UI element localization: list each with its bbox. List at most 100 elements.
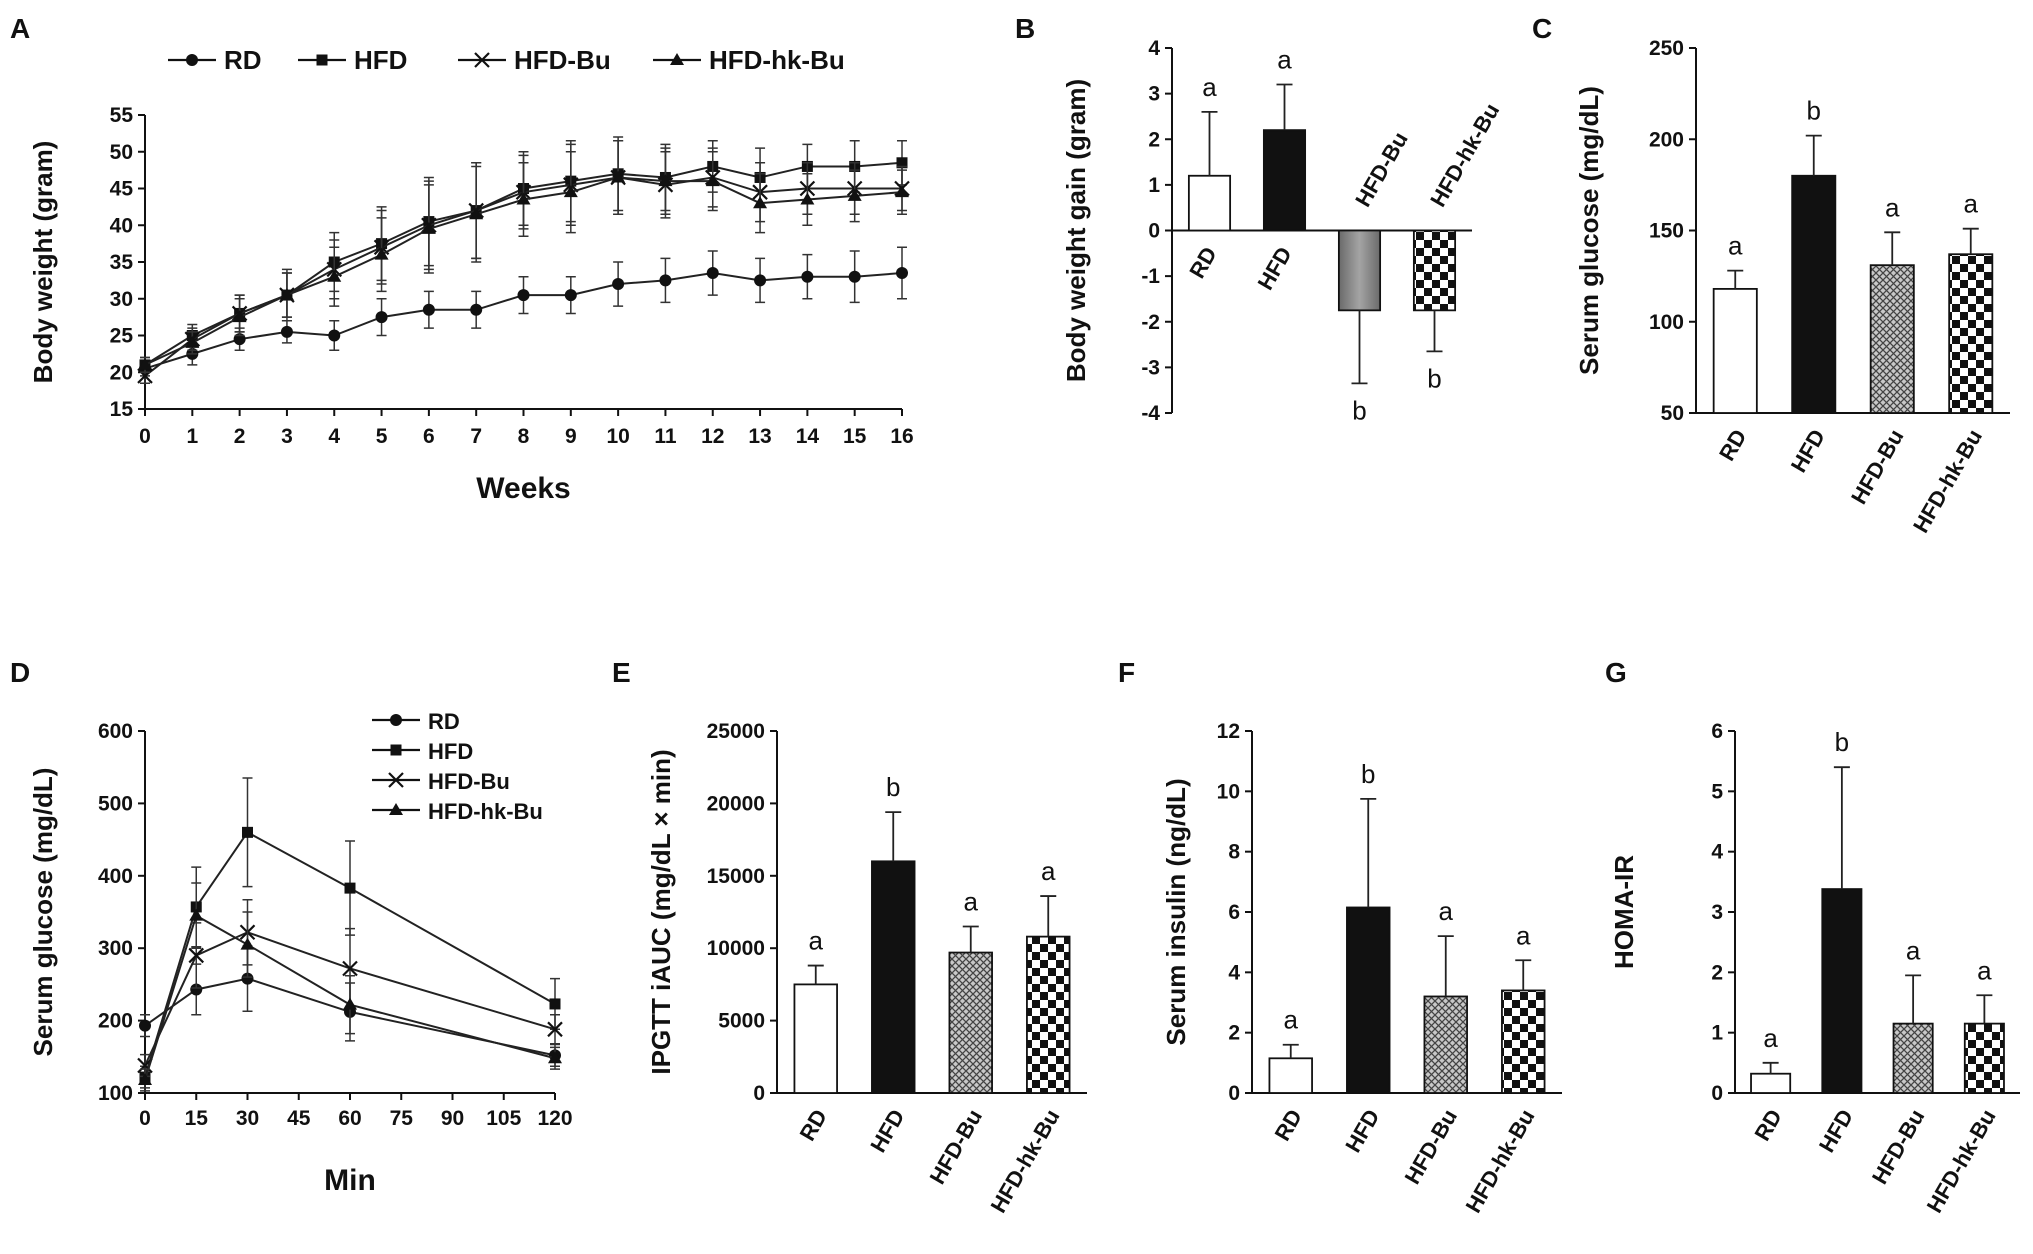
panel-d-x-tick-label: 75 xyxy=(390,1107,414,1130)
panel-b-y-tick-label: -4 xyxy=(1141,402,1160,425)
panel-c-sig-letter-hfd-bu: a xyxy=(1885,192,1900,222)
panel-a-x-tick-label: 5 xyxy=(376,425,388,448)
panel-d-ipgtt-chart: 100 200 300 400 500 600 Serum glucose (mg/dL) 0… xyxy=(28,709,573,1197)
panel-f-sig-letter-hfd: b xyxy=(1361,759,1375,789)
panel-g-category-label-hfd: HFD xyxy=(1814,1105,1858,1157)
panel-f-y-tick-label: 6 xyxy=(1228,901,1240,924)
panel-c-error-bar-rd xyxy=(1727,269,1744,289)
panel-c-y-tick-label: 150 xyxy=(1649,220,1684,243)
panel-a-x-tick-label: 13 xyxy=(748,425,771,448)
panel-a-y-tick-label: 45 xyxy=(110,178,134,201)
panel-f-y-tick-label: 2 xyxy=(1228,1022,1240,1045)
panel-a-series-hfd-hk-bu-point xyxy=(185,335,200,348)
panel-g-y-tick-label: 2 xyxy=(1711,961,1723,984)
panel-g-bar-rd xyxy=(1750,1072,1792,1094)
panel-a-legend-rd-label: RD xyxy=(224,45,262,75)
panel-d-y-tick-label: 500 xyxy=(98,792,133,815)
panel-c-sig-letter-rd: a xyxy=(1728,231,1743,261)
panel-a-x-tick-label: 1 xyxy=(186,425,198,448)
panel-e-y-tick-label: 0 xyxy=(753,1082,765,1105)
panel-e-category-label-hfd-bu: HFD-Bu xyxy=(924,1105,987,1188)
panel-d-series-rd-point xyxy=(190,983,203,996)
panel-g-category-label-rd: RD xyxy=(1749,1105,1787,1145)
panel-a-y-tick-label: 20 xyxy=(110,361,133,384)
panel-a-x-tick-label: 8 xyxy=(518,425,530,448)
panel-a-series-hfd-hk-bu-point xyxy=(138,357,152,370)
panel-a-x-tick-label: 16 xyxy=(890,425,913,448)
panel-a-series-rd-point xyxy=(422,303,435,316)
panel-c-category-label-hfd: HFD xyxy=(1786,425,1830,477)
panel-label-g: G xyxy=(1605,657,1627,688)
panel-a-x-tick-label: 11 xyxy=(654,425,677,448)
panel-label-b: B xyxy=(1015,13,1035,44)
panel-a-series-hfd-hk-bu-point xyxy=(232,310,247,323)
panel-e-sig-letter-hfd: b xyxy=(886,772,900,802)
panel-b-y-tick-label: -3 xyxy=(1141,356,1160,379)
panel-f-sig-letter-rd: a xyxy=(1284,1005,1299,1035)
panel-c-sig-letter-hfd: b xyxy=(1807,96,1821,126)
panel-a-y-tick-label: 35 xyxy=(110,251,134,274)
panel-a-x-tick-label: 2 xyxy=(234,425,246,448)
panel-b-bar-hfd xyxy=(1262,129,1307,232)
panel-a-series-hfd-hk-bu-point xyxy=(800,192,815,205)
panel-b-error-bar-hfd-hk-bu xyxy=(1426,310,1443,353)
panel-f-y-axis-title: Serum insulin (ng/dL) xyxy=(1161,778,1191,1045)
panel-a-x-tick-label: 12 xyxy=(701,425,724,448)
panel-a-series-hfd-hk-bu-point xyxy=(279,288,294,301)
panel-e-y-tick-label: 20000 xyxy=(707,792,765,815)
panel-c-y-tick-label: 100 xyxy=(1649,311,1684,334)
panel-c-y-tick-label: 50 xyxy=(1661,402,1684,425)
panel-a-series-hfd-hk-bu-point xyxy=(563,185,578,198)
panel-a-series-rd-point xyxy=(848,270,861,283)
panel-a-series-rd-point xyxy=(754,274,767,287)
panel-g-y-axis-title: HOMA-IR xyxy=(1609,855,1639,969)
panel-c-category-label-hfd-hk-bu: HFD-hk-Bu xyxy=(1908,425,1987,537)
panel-d-series-hfd-bu-point xyxy=(188,947,205,964)
panel-a-series-rd-point xyxy=(517,289,530,302)
panel-d-legend-hfd-marker xyxy=(390,744,402,756)
panel-d-legend-hfd-hk-bu-marker xyxy=(389,803,403,815)
panel-d-series-hfd-bu-point xyxy=(137,1057,153,1074)
panel-a-y-tick-label: 25 xyxy=(110,325,134,348)
panel-d-x-axis-title: Min xyxy=(324,1164,376,1197)
panel-c-category-label-rd: RD xyxy=(1714,425,1752,465)
panel-f-bar-hfd xyxy=(1346,906,1391,1094)
panel-b-y-tick-label: 1 xyxy=(1148,174,1160,197)
panel-d-x-tick-label: 90 xyxy=(441,1107,464,1130)
panel-e-iauc-chart: 0 5000 10000 15000 20000 25000 IPGTT iAUC (mg/… xyxy=(646,720,1087,1217)
panel-g-y-tick-label: 1 xyxy=(1711,1022,1723,1045)
panel-b-bar-rd xyxy=(1187,174,1232,232)
panel-a-legend-hfd-bu-marker xyxy=(474,52,490,68)
panel-g-homa-ir-chart: 0 1 2 3 4 5 6 HOMA-IR a RD b HFD a HFD-Bu a HFD-hk-Bu xyxy=(1609,720,2020,1217)
panel-d-series-hfd-point xyxy=(344,882,356,894)
panel-f-y-tick-label: 0 xyxy=(1228,1082,1240,1105)
panel-d-series-hfd-hk-bu-point xyxy=(240,937,255,950)
panel-g-sig-letter-hfd: b xyxy=(1835,727,1849,757)
panel-a-series-hfd-hk-bu-point xyxy=(374,247,389,260)
panel-g-sig-letter-hfd-bu: a xyxy=(1906,935,1921,965)
panel-a-series-hfd-hk-bu-point xyxy=(847,188,862,201)
panel-d-legend-hfd-label: HFD xyxy=(428,739,473,764)
panel-d-series-hfd-bu-point xyxy=(547,1021,563,1038)
panel-a-series-hfd-hk-bu-point xyxy=(421,221,436,234)
panel-e-sig-letter-rd: a xyxy=(809,926,824,956)
panel-g-sig-letter-rd: a xyxy=(1763,1023,1778,1053)
panel-g-bar-hfd-bu xyxy=(1892,1022,1934,1094)
panel-e-sig-letter-hfd-bu: a xyxy=(964,886,979,916)
panel-c-category-label-hfd-bu: HFD-Bu xyxy=(1846,425,1909,508)
panel-c-bar-hfd-hk-bu xyxy=(1948,253,1994,414)
panel-e-y-tick-label: 10000 xyxy=(707,937,765,960)
panel-g-sig-letter-hfd-hk-bu: a xyxy=(1977,955,1992,985)
panel-b-sig-letter-hfd-hk-bu: b xyxy=(1427,363,1441,393)
panel-d-series-hfd-bu-point xyxy=(342,960,358,977)
panel-f-category-label-hfd: HFD xyxy=(1340,1105,1384,1157)
panel-g-error-bar-hfd xyxy=(1833,766,1850,890)
panel-b-sig-letter-rd: a xyxy=(1202,72,1217,102)
panel-e-bar-hfd-hk-bu xyxy=(1026,935,1071,1094)
panel-b-y-tick-label: 4 xyxy=(1148,37,1160,60)
panel-a-x-tick-label: 14 xyxy=(796,425,820,448)
panel-b-weight-gain-chart: -4 -3 -2 -1 0 1 2 3 4 Body weight gain (gram) a RD a… xyxy=(1061,37,1504,425)
panel-f-bar-hfd-bu xyxy=(1423,995,1468,1094)
